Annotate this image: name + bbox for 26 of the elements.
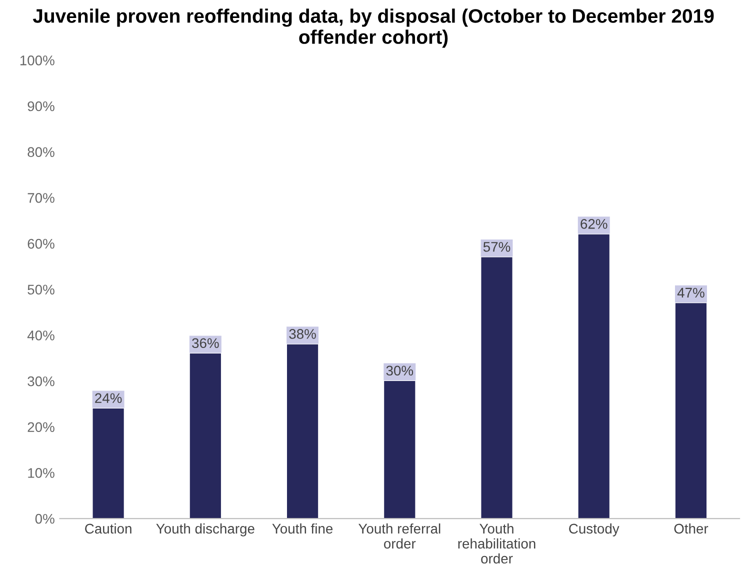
x-tick-label: Youth fine (272, 523, 333, 534)
y-tick-label: 50% (28, 284, 54, 295)
y-tick-label: 30% (28, 376, 54, 386)
data-label: 24% (95, 393, 122, 403)
y-tick-label: 70% (28, 193, 54, 203)
data-label: 62% (580, 219, 608, 229)
y-tick-label: 100% (20, 56, 54, 66)
chart-title: Juvenile proven reoffending data, by disposal (October to December 2019 offender cohort) (32, 8, 714, 48)
y-tick-label: 80% (28, 147, 54, 158)
x-tick-label: Youth referral order (358, 523, 440, 549)
data-label: 47% (677, 288, 704, 298)
data-label: 36% (192, 338, 219, 348)
y-tick-label: 0% (35, 514, 54, 524)
data-label: 38% (289, 329, 316, 339)
y-tick-label: 40% (27, 330, 54, 340)
x-tick-label: Youth rehabilitation order (458, 523, 536, 564)
y-tick-label: 60% (28, 238, 54, 249)
x-tick-label: Youth discharge (156, 523, 254, 536)
data-label: 57% (483, 242, 510, 252)
y-tick-label: 10% (28, 468, 54, 478)
y-tick-label: 20% (28, 422, 54, 432)
x-tick-label: Caution (85, 523, 132, 534)
data-label: 30% (386, 366, 414, 376)
y-tick-label: 90% (28, 101, 54, 112)
x-tick-label: Other (674, 523, 708, 534)
x-tick-label: Custody (569, 523, 620, 536)
